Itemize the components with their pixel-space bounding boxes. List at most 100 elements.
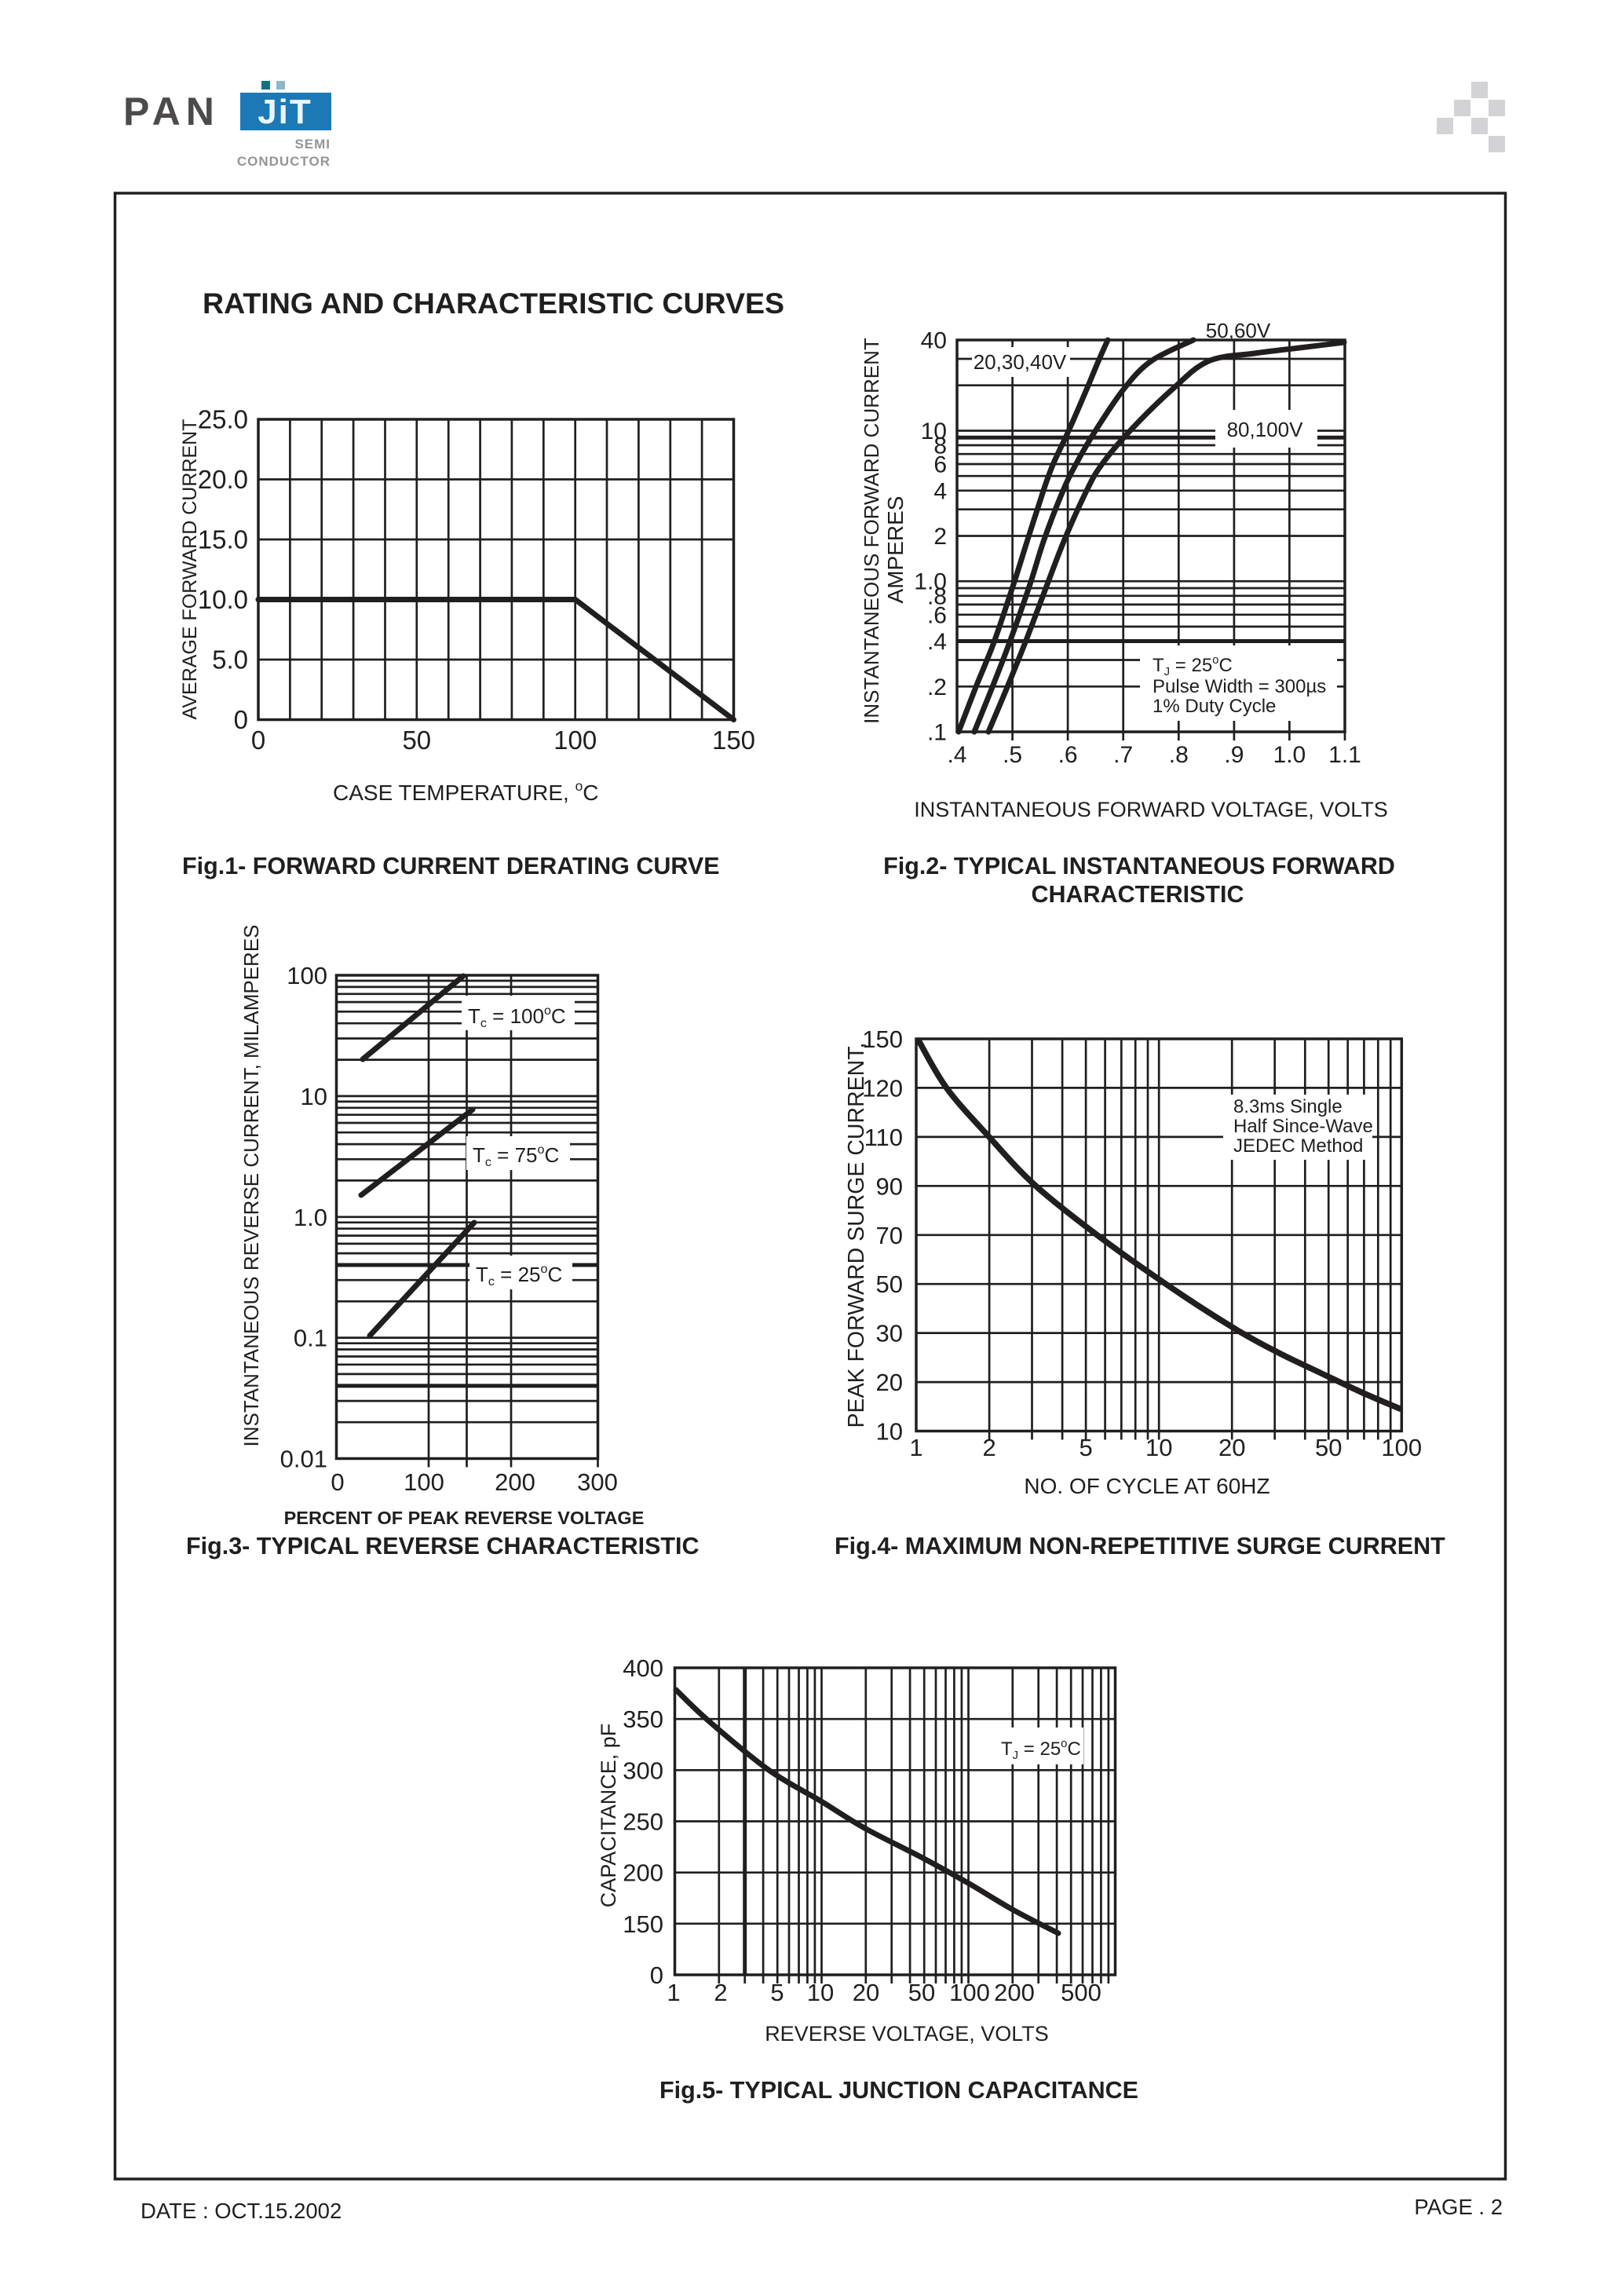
svg-text:0: 0 <box>331 1468 344 1496</box>
svg-text:6: 6 <box>933 452 947 478</box>
svg-text:REVERSE VOLTAGE, VOLTS: REVERSE VOLTAGE, VOLTS <box>765 2022 1049 2046</box>
svg-text:1: 1 <box>909 1434 922 1461</box>
svg-text:Half Since-Wave: Half Since-Wave <box>1233 1116 1373 1137</box>
svg-text:10: 10 <box>807 1979 834 2006</box>
svg-text:10: 10 <box>1145 1434 1172 1461</box>
svg-text:8.3ms Single: 8.3ms Single <box>1233 1096 1343 1117</box>
svg-text:100: 100 <box>404 1468 444 1496</box>
svg-text:.8: .8 <box>927 583 947 609</box>
svg-text:Fig.1- FORWARD CURRENT DERATIN: Fig.1- FORWARD CURRENT DERATING CURVE <box>182 853 720 879</box>
svg-text:100: 100 <box>949 1979 990 2006</box>
svg-text:.5: .5 <box>1003 742 1022 768</box>
svg-text:PAGE . 2: PAGE . 2 <box>1414 2195 1503 2219</box>
svg-text:PERCENT OF PEAK REVERSE VOLTAG: PERCENT OF PEAK REVERSE VOLTAGE <box>284 1508 645 1528</box>
svg-text:DATE : OCT.15.2002: DATE : OCT.15.2002 <box>141 2199 342 2223</box>
svg-text:120: 120 <box>862 1074 903 1102</box>
svg-text:Fig.4- MAXIMUM NON-REPETITIVE: Fig.4- MAXIMUM NON-REPETITIVE SURGE CURR… <box>835 1533 1445 1559</box>
svg-text:110: 110 <box>864 1124 903 1151</box>
svg-text:.6: .6 <box>1058 742 1078 768</box>
svg-text:90: 90 <box>876 1172 903 1200</box>
svg-text:25.0: 25.0 <box>198 405 248 434</box>
svg-text:1.0: 1.0 <box>1273 742 1306 768</box>
svg-text:0: 0 <box>650 1961 663 1989</box>
svg-text:50: 50 <box>402 726 431 755</box>
svg-text:AVERAGE FORWARD CURRENT: AVERAGE FORWARD CURRENT <box>179 419 201 720</box>
svg-text:150: 150 <box>862 1026 903 1053</box>
svg-text:150: 150 <box>712 726 755 755</box>
svg-text:500: 500 <box>1061 1979 1101 2006</box>
svg-text:20.0: 20.0 <box>198 465 248 494</box>
svg-text:80,100V: 80,100V <box>1227 418 1304 441</box>
svg-text:200: 200 <box>495 1468 535 1496</box>
svg-text:20: 20 <box>1218 1434 1245 1461</box>
svg-text:Tc​ = 75o​C: Tc​ = 75o​C <box>473 1143 559 1169</box>
svg-text:CONDUCTOR: CONDUCTOR <box>237 154 331 169</box>
svg-text:2: 2 <box>982 1434 995 1461</box>
svg-text:0: 0 <box>251 726 265 755</box>
svg-text:Fig.2- TYPICAL INSTANTANEOUS F: Fig.2- TYPICAL INSTANTANEOUS FORWARD <box>883 853 1395 879</box>
svg-text:300: 300 <box>623 1757 663 1784</box>
svg-text:20,30,40V: 20,30,40V <box>974 350 1067 374</box>
svg-text:300: 300 <box>577 1468 618 1496</box>
svg-text:4: 4 <box>933 478 947 504</box>
svg-text:2: 2 <box>933 524 947 550</box>
svg-text:INSTANTANEOUS FORWARD VOLTAGE,: INSTANTANEOUS FORWARD VOLTAGE, VOLTS <box>914 798 1388 821</box>
svg-text:.8: .8 <box>1169 742 1189 768</box>
svg-text:INSTANTANEOUS FORWARD CURRENT: INSTANTANEOUS FORWARD CURRENT <box>860 338 883 724</box>
svg-text:.1: .1 <box>927 720 947 746</box>
svg-text:Fig.3- TYPICAL REVERSE CHARACT: Fig.3- TYPICAL REVERSE CHARACTERISTIC <box>186 1533 700 1559</box>
svg-text:20: 20 <box>853 1979 879 2006</box>
svg-text:Tc​ = 25o​C: Tc​ = 25o​C <box>476 1262 562 1289</box>
svg-text:PEAK FORWARD SURGE CURRENT,: PEAK FORWARD SURGE CURRENT, <box>844 1043 869 1428</box>
svg-text:.9: .9 <box>1224 742 1244 768</box>
svg-text:150: 150 <box>623 1910 663 1938</box>
svg-text:TJ​ = 25o​C: TJ​ = 25o​C <box>1153 654 1233 678</box>
svg-text:0: 0 <box>234 705 248 734</box>
svg-text:15.0: 15.0 <box>198 525 248 554</box>
svg-text:.2: .2 <box>927 675 947 700</box>
svg-text:100: 100 <box>287 962 327 989</box>
svg-text:.4: .4 <box>947 742 966 768</box>
svg-text:10.0: 10.0 <box>198 585 248 614</box>
svg-text:0.01: 0.01 <box>280 1446 327 1473</box>
svg-text:250: 250 <box>623 1808 663 1836</box>
svg-text:5: 5 <box>770 1979 784 2006</box>
svg-text:70: 70 <box>876 1222 903 1249</box>
svg-text:100: 100 <box>1381 1434 1422 1461</box>
svg-text:40: 40 <box>921 328 947 354</box>
svg-text:.7: .7 <box>1113 742 1133 768</box>
svg-text:200: 200 <box>623 1859 663 1887</box>
svg-text:JEDEC Method: JEDEC Method <box>1233 1135 1363 1157</box>
svg-text:SEMI: SEMI <box>294 137 331 152</box>
svg-text:Pulse Width = 300µs: Pulse Width = 300µs <box>1153 676 1326 697</box>
svg-text:TJ​ = 25o​C: TJ​ = 25o​C <box>1001 1738 1081 1762</box>
svg-text:100: 100 <box>553 726 597 755</box>
svg-text:CHARACTERISTIC: CHARACTERISTIC <box>1031 881 1244 908</box>
svg-text:50,60V: 50,60V <box>1206 319 1271 342</box>
svg-text:PAN: PAN <box>123 90 220 133</box>
svg-text:50: 50 <box>908 1979 935 2006</box>
svg-text:350: 350 <box>623 1706 663 1733</box>
svg-text:10: 10 <box>301 1083 327 1110</box>
svg-text:5: 5 <box>1079 1434 1092 1461</box>
svg-text:30: 30 <box>876 1320 903 1347</box>
svg-text:AMPERES: AMPERES <box>883 496 908 604</box>
svg-text:Fig.5- TYPICAL JUNCTION CAPACI: Fig.5- TYPICAL JUNCTION CAPACITANCE <box>659 2077 1138 2104</box>
svg-text:1.0: 1.0 <box>914 569 947 595</box>
svg-text:10: 10 <box>876 1418 903 1446</box>
svg-text:INSTANTANEOUS REVERSE CURRENT,: INSTANTANEOUS REVERSE CURRENT, MILAMPERE… <box>239 924 263 1446</box>
svg-text:1.0: 1.0 <box>294 1204 327 1231</box>
svg-text:20: 20 <box>876 1369 903 1396</box>
svg-text:Tc​ = 100o​C: Tc​ = 100o​C <box>468 1004 566 1030</box>
svg-text:1% Duty Cycle: 1% Duty Cycle <box>1153 696 1276 717</box>
svg-text:400: 400 <box>623 1654 663 1682</box>
svg-text:CAPACITANCE, pF: CAPACITANCE, pF <box>597 1724 620 1908</box>
svg-text:50: 50 <box>1315 1434 1342 1461</box>
svg-text:2: 2 <box>714 1979 727 2006</box>
svg-text:.6: .6 <box>927 602 947 628</box>
svg-text:50: 50 <box>876 1270 903 1298</box>
svg-text:CASE TEMPERATURE, o​C: CASE TEMPERATURE, o​C <box>333 778 598 805</box>
svg-text:5.0: 5.0 <box>212 645 248 675</box>
svg-text:.4: .4 <box>927 629 947 655</box>
svg-text:JiT: JiT <box>258 93 312 131</box>
